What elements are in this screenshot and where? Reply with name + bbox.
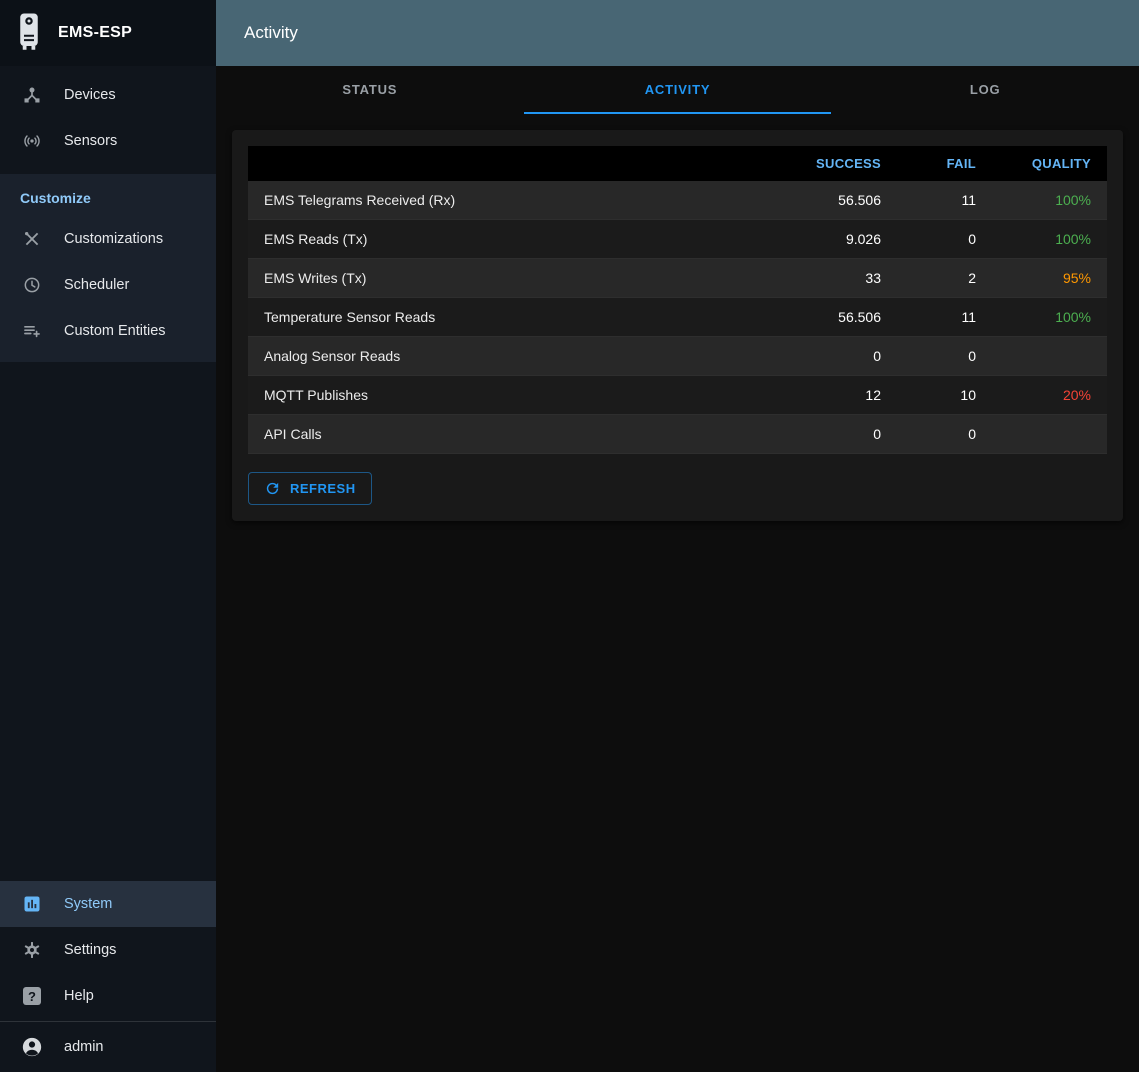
refresh-button[interactable]: REFRESH: [248, 472, 372, 505]
success-cell: 0: [777, 337, 897, 376]
sidebar-item-sensors[interactable]: Sensors: [0, 118, 216, 164]
sidebar-item-help[interactable]: ? Help: [0, 973, 216, 1019]
success-cell: 56.506: [777, 181, 897, 220]
sidebar-item-label: Settings: [64, 942, 116, 958]
clock-icon: [0, 275, 64, 295]
activity-card: SUCCESS FAIL QUALITY EMS Telegrams Recei…: [232, 130, 1123, 521]
sidebar-item-label: Custom Entities: [64, 323, 166, 339]
sidebar-item-label: Sensors: [64, 133, 117, 149]
activity-table: SUCCESS FAIL QUALITY EMS Telegrams Recei…: [248, 146, 1107, 454]
quality-cell: 100%: [992, 181, 1107, 220]
sidebar-item-label: System: [64, 896, 112, 912]
device-hub-icon: [0, 85, 64, 105]
header-fail: FAIL: [897, 146, 992, 181]
table-row: EMS Telegrams Received (Rx) 56.506 11 10…: [248, 181, 1107, 220]
account-icon: [0, 1036, 64, 1058]
header-quality: QUALITY: [992, 146, 1107, 181]
playlist-add-icon: [0, 321, 64, 341]
ems-esp-logo-icon: [14, 11, 44, 56]
sidebar-customize-section: Customize Customizations: [0, 174, 216, 362]
table-row: Analog Sensor Reads 0 0: [248, 337, 1107, 376]
sidebar-item-settings[interactable]: Settings: [0, 927, 216, 973]
metric-cell: Analog Sensor Reads: [248, 337, 777, 376]
success-cell: 12: [777, 376, 897, 415]
sidebar-item-label: Help: [64, 988, 94, 1004]
main-area: Activity STATUS ACTIVITY LOG SUCCESS FAI…: [216, 0, 1139, 1072]
sidebar-item-custom-entities[interactable]: Custom Entities: [0, 308, 216, 354]
page-title: Activity: [244, 23, 298, 43]
gear-icon: [0, 940, 64, 960]
fail-cell: 11: [897, 298, 992, 337]
quality-cell: 100%: [992, 220, 1107, 259]
fail-cell: 2: [897, 259, 992, 298]
tools-icon: [0, 229, 64, 249]
metric-cell: MQTT Publishes: [248, 376, 777, 415]
fail-cell: 0: [897, 220, 992, 259]
tab-log[interactable]: LOG: [831, 66, 1139, 114]
metric-cell: EMS Writes (Tx): [248, 259, 777, 298]
app-root: EMS-ESP Devices Sensors: [0, 0, 1139, 1072]
success-cell: 33: [777, 259, 897, 298]
sidebar-item-label: Devices: [64, 87, 116, 103]
table-header-row: SUCCESS FAIL QUALITY: [248, 146, 1107, 181]
user-label: admin: [64, 1039, 104, 1055]
quality-cell: [992, 337, 1107, 376]
sidebar-item-label: Customizations: [64, 231, 163, 247]
quality-cell: 20%: [992, 376, 1107, 415]
appbar: Activity: [216, 0, 1139, 66]
tab-activity[interactable]: ACTIVITY: [524, 66, 832, 114]
refresh-icon: [264, 480, 281, 497]
sidebar-spacer: [0, 362, 216, 875]
app-title: EMS-ESP: [58, 24, 132, 42]
table-row: Temperature Sensor Reads 56.506 11 100%: [248, 298, 1107, 337]
sidebar: EMS-ESP Devices Sensors: [0, 0, 216, 1072]
fail-cell: 10: [897, 376, 992, 415]
fail-cell: 0: [897, 415, 992, 454]
table-row: MQTT Publishes 12 10 20%: [248, 376, 1107, 415]
help-icon: ?: [0, 987, 64, 1005]
table-row: API Calls 0 0: [248, 415, 1107, 454]
sidebar-item-system[interactable]: System: [0, 881, 216, 927]
bar-chart-icon: [0, 894, 64, 914]
refresh-button-label: REFRESH: [290, 481, 356, 496]
metric-cell: EMS Reads (Tx): [248, 220, 777, 259]
table-row: EMS Writes (Tx) 33 2 95%: [248, 259, 1107, 298]
success-cell: 9.026: [777, 220, 897, 259]
sidebar-nav-top: Devices Sensors: [0, 66, 216, 166]
tab-bar: STATUS ACTIVITY LOG: [216, 66, 1139, 114]
metric-cell: Temperature Sensor Reads: [248, 298, 777, 337]
header-success: SUCCESS: [777, 146, 897, 181]
sidebar-user-admin[interactable]: admin: [0, 1022, 216, 1072]
customize-section-label: Customize: [0, 178, 216, 216]
metric-cell: EMS Telegrams Received (Rx): [248, 181, 777, 220]
success-cell: 56.506: [777, 298, 897, 337]
fail-cell: 0: [897, 337, 992, 376]
quality-cell: 95%: [992, 259, 1107, 298]
fail-cell: 11: [897, 181, 992, 220]
quality-cell: [992, 415, 1107, 454]
sidebar-header: EMS-ESP: [0, 0, 216, 66]
metric-cell: API Calls: [248, 415, 777, 454]
sidebar-item-devices[interactable]: Devices: [0, 72, 216, 118]
sidebar-item-scheduler[interactable]: Scheduler: [0, 262, 216, 308]
sidebar-item-label: Scheduler: [64, 277, 129, 293]
sidebar-item-customizations[interactable]: Customizations: [0, 216, 216, 262]
sidebar-nav-bottom: System Settings: [0, 875, 216, 1021]
table-row: EMS Reads (Tx) 9.026 0 100%: [248, 220, 1107, 259]
header-metric: [248, 146, 777, 181]
sensors-icon: [0, 131, 64, 151]
tab-status[interactable]: STATUS: [216, 66, 524, 114]
success-cell: 0: [777, 415, 897, 454]
quality-cell: 100%: [992, 298, 1107, 337]
